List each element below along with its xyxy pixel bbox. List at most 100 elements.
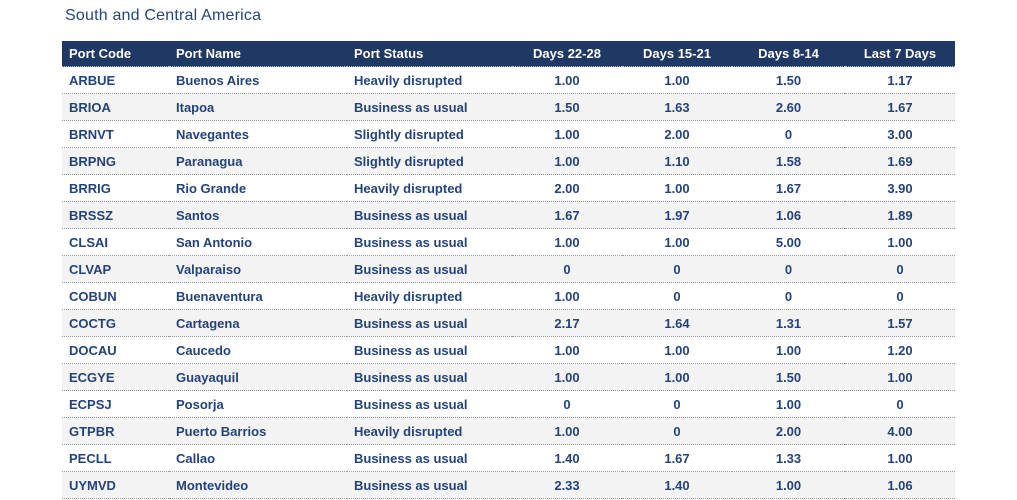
cell-last-7-days: 3.90 [845,174,955,202]
table-row: ARBUE Buenos Aires Heavily disrupted 1.00 1.… [62,66,955,94]
cell-days-22-28: 0 [512,255,622,283]
cell-port-code: COBUN [62,282,169,310]
cell-days-8-14: 1.50 [732,363,845,391]
cell-days-8-14: 1.33 [732,444,845,472]
cell-port-name: Cartagena [169,309,347,337]
table-row: COCTG Cartagena Business as usual 2.17 1.64 1… [62,309,955,337]
cell-port-name: Valparaiso [169,255,347,283]
cell-days-15-21: 1.64 [622,309,732,337]
table-row: BRIOA Itapoa Business as usual 1.50 1.63 2.60… [62,93,955,121]
table-row: ECGYE Guayaquil Business as usual 1.00 1.00 1… [62,363,955,391]
cell-days-15-21: 1.00 [622,174,732,202]
cell-days-22-28: 1.00 [512,66,622,94]
cell-port-name: San Antonio [169,228,347,256]
cell-port-code: BRPNG [62,147,169,175]
section-title: South and Central America [65,7,262,24]
cell-port-name: Posorja [169,390,347,418]
cell-days-8-14: 1.50 [732,66,845,94]
table-header-row: Port Code Port Name Port Status Days 22-… [62,41,955,67]
cell-port-code: BRSSZ [62,201,169,229]
cell-last-7-days: 1.17 [845,66,955,94]
column-header-days-22-28: Days 22-28 [512,41,622,67]
cell-days-22-28: 2.00 [512,174,622,202]
cell-days-15-21: 1.10 [622,147,732,175]
cell-port-name: Buenos Aires [169,66,347,94]
cell-port-status: Slightly disrupted [347,147,512,175]
cell-port-name: Buenaventura [169,282,347,310]
cell-port-status: Business as usual [347,228,512,256]
cell-days-22-28: 0 [512,390,622,418]
cell-port-status: Business as usual [347,336,512,364]
column-header-last-7-days: Last 7 Days [845,41,955,67]
cell-days-8-14: 1.67 [732,174,845,202]
cell-port-status: Slightly disrupted [347,120,512,148]
cell-port-name: Rio Grande [169,174,347,202]
cell-port-name: Paranagua [169,147,347,175]
cell-days-15-21: 0 [622,417,732,445]
table-row: DOCAU Caucedo Business as usual 1.00 1.00 1.0… [62,336,955,364]
cell-days-22-28: 1.50 [512,93,622,121]
cell-port-code: COCTG [62,309,169,337]
cell-last-7-days: 4.00 [845,417,955,445]
cell-port-name: Caucedo [169,336,347,364]
cell-days-22-28: 2.33 [512,471,622,499]
cell-port-status: Business as usual [347,390,512,418]
cell-days-15-21: 1.00 [622,228,732,256]
cell-port-name: Itapoa [169,93,347,121]
cell-days-22-28: 1.40 [512,444,622,472]
cell-days-22-28: 1.00 [512,417,622,445]
table-row: CLSAI San Antonio Business as usual 1.00 1.0… [62,228,955,256]
cell-last-7-days: 0 [845,255,955,283]
cell-port-name: Guayaquil [169,363,347,391]
cell-last-7-days: 1.20 [845,336,955,364]
cell-days-8-14: 1.00 [732,471,845,499]
table-row: BRPNG Paranagua Slightly disrupted 1.00 1.10… [62,147,955,175]
cell-days-8-14: 1.00 [732,336,845,364]
cell-days-15-21: 0 [622,390,732,418]
cell-days-22-28: 1.00 [512,282,622,310]
cell-last-7-days: 1.00 [845,444,955,472]
cell-days-15-21: 1.00 [622,363,732,391]
cell-days-15-21: 0 [622,255,732,283]
cell-days-22-28: 1.00 [512,147,622,175]
cell-port-status: Business as usual [347,255,512,283]
cell-last-7-days: 1.89 [845,201,955,229]
cell-last-7-days: 1.06 [845,471,955,499]
cell-days-8-14: 1.06 [732,201,845,229]
cell-port-code: UYMVD [62,471,169,499]
cell-last-7-days: 1.57 [845,309,955,337]
cell-port-code: PECLL [62,444,169,472]
cell-port-name: Callao [169,444,347,472]
cell-port-name: Montevideo [169,471,347,499]
cell-port-status: Business as usual [347,93,512,121]
cell-port-status: Heavily disrupted [347,66,512,94]
cell-port-status: Heavily disrupted [347,417,512,445]
cell-port-code: BRNVT [62,120,169,148]
table-row: PECLL Callao Business as usual 1.40 1.67 1.33… [62,444,955,472]
cell-last-7-days: 1.69 [845,147,955,175]
cell-port-status: Heavily disrupted [347,174,512,202]
cell-port-code: CLVAP [62,255,169,283]
cell-days-15-21: 1.63 [622,93,732,121]
cell-days-22-28: 1.67 [512,201,622,229]
cell-days-15-21: 1.67 [622,444,732,472]
column-header-days-8-14: Days 8-14 [732,41,845,67]
cell-days-8-14: 1.58 [732,147,845,175]
cell-last-7-days: 0 [845,282,955,310]
cell-days-22-28: 2.17 [512,309,622,337]
cell-days-8-14: 5.00 [732,228,845,256]
table-row: UYMVD Montevideo Business as usual 2.33 1.40… [62,471,955,499]
cell-days-8-14: 0 [732,282,845,310]
cell-days-22-28: 1.00 [512,336,622,364]
cell-days-8-14: 1.31 [732,309,845,337]
table-row: GTPBR Puerto Barrios Heavily disrupted 1.00… [62,417,955,445]
column-header-days-15-21: Days 15-21 [622,41,732,67]
table-row: BRSSZ Santos Business as usual 1.67 1.97 1.06… [62,201,955,229]
cell-port-code: CLSAI [62,228,169,256]
cell-days-22-28: 1.00 [512,120,622,148]
cell-days-8-14: 2.00 [732,417,845,445]
cell-port-name: Navegantes [169,120,347,148]
cell-days-22-28: 1.00 [512,363,622,391]
cell-days-22-28: 1.00 [512,228,622,256]
